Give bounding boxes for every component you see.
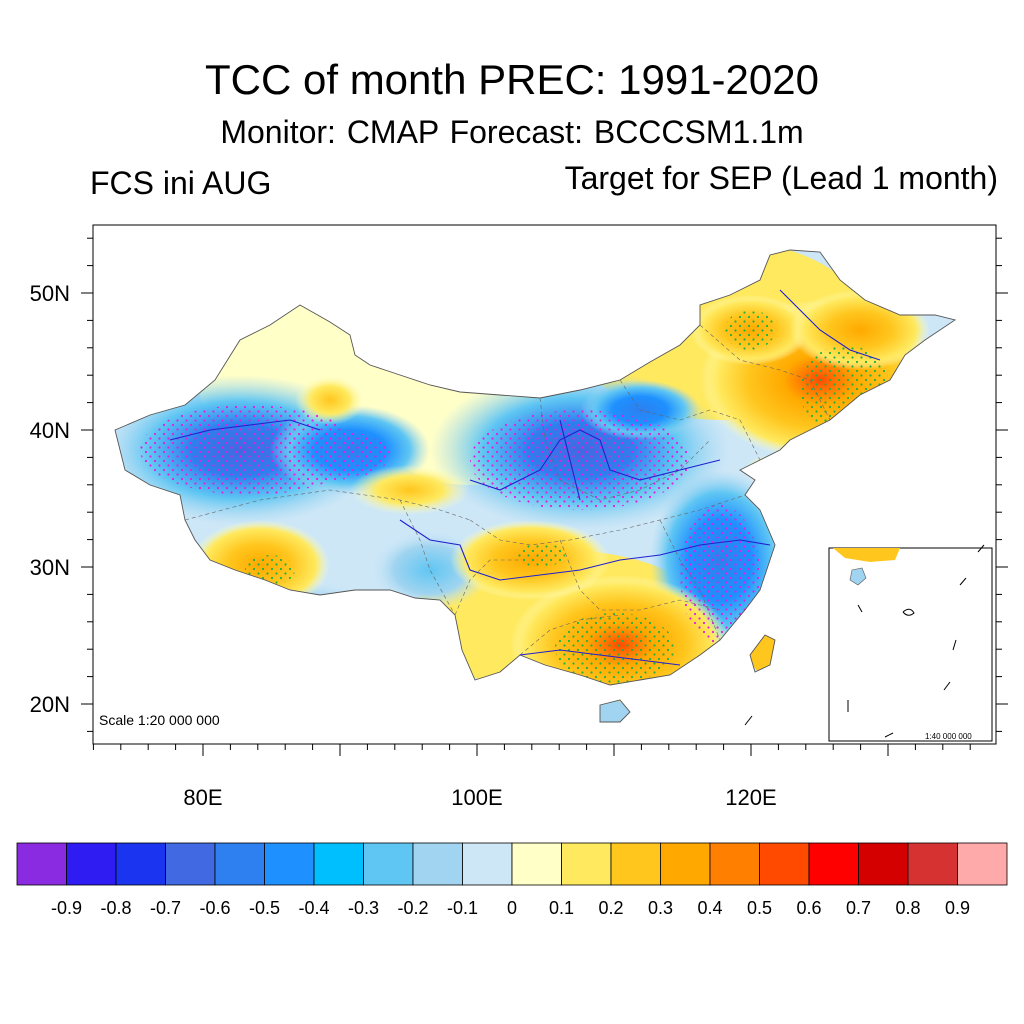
colorbar-swatch [957,842,1008,886]
colorbar-label: 0.1 [549,898,574,918]
colorbar-label: 0.8 [895,898,920,918]
colorbar-label: -0.1 [447,898,478,918]
colorbar-swatch [660,842,711,886]
lat-tick-label: 40N [30,418,70,443]
colorbar-label: -0.2 [397,898,428,918]
colorbar-swatch [16,842,67,886]
forecast-init-label: FCS ini AUG [90,165,272,201]
colorbar-label: -0.8 [100,898,131,918]
colorbar-label: -0.5 [249,898,280,918]
colorbar-label: -0.6 [199,898,230,918]
colorbar-swatch [907,842,958,886]
colorbar-label: 0.6 [796,898,821,918]
colorbar-swatch [610,842,661,886]
colorbar-swatch [313,842,364,886]
colorbar-swatch [511,842,562,886]
colorbar-label: -0.9 [51,898,82,918]
colorbar-swatch [709,842,760,886]
colorbar-label: 0.7 [846,898,871,918]
target-label: Target for SEP (Lead 1 month) [564,160,998,196]
colorbar-swatch [66,842,117,886]
colorbar-label: -0.7 [150,898,181,918]
south-china-sea-inset: 1:40 000 000 [828,544,993,742]
lat-tick-label: 50N [30,281,70,306]
lat-tick-label: 30N [30,555,70,580]
colorbar-swatch [363,842,414,886]
province-boundaries [184,324,831,656]
rivers [169,289,881,666]
map-title: TCC of month PREC: 1991-2020 [205,56,819,103]
lon-tick-label: 120E [725,785,776,810]
colorbar-label: 0.3 [648,898,673,918]
map-subtitle: Monitor: CMAP Forecast: BCCCSM1.1m [220,114,804,150]
colorbar-swatch [165,842,216,886]
colorbar-label: 0 [507,898,517,918]
lat-tick-label: 20N [30,692,70,717]
colorbar: -0.9 -0.8 -0.7 -0.6 -0.5 -0.4 -0.3 -0.2 -0.1 0 0.1… [16,842,1008,918]
colorbar-swatch [759,842,810,886]
scale-label: Scale 1:20 000 000 [99,712,220,728]
colorbar-swatch [115,842,166,886]
colorbar-label: -0.3 [348,898,379,918]
lon-tick-label: 100E [451,785,502,810]
inset-scale-label: 1:40 000 000 [925,732,972,741]
lon-tick-label: 80E [183,785,222,810]
map-axes: 20N 30N 40N 50N 80E 100E 120E [30,237,1008,810]
colorbar-swatch [462,842,513,886]
colorbar-label: 0.9 [945,898,970,918]
colorbar-label: 0.5 [747,898,772,918]
colorbar-label: -0.4 [298,898,329,918]
colorbar-swatch [214,842,265,886]
colorbar-swatch [858,842,909,886]
china-boundary [114,249,957,723]
colorbar-swatch [412,842,463,886]
colorbar-label: 0.4 [697,898,722,918]
colorbar-label: 0.2 [598,898,623,918]
colorbar-swatch [808,842,859,886]
colorbar-swatch [264,842,315,886]
colorbar-swatch [561,842,612,886]
